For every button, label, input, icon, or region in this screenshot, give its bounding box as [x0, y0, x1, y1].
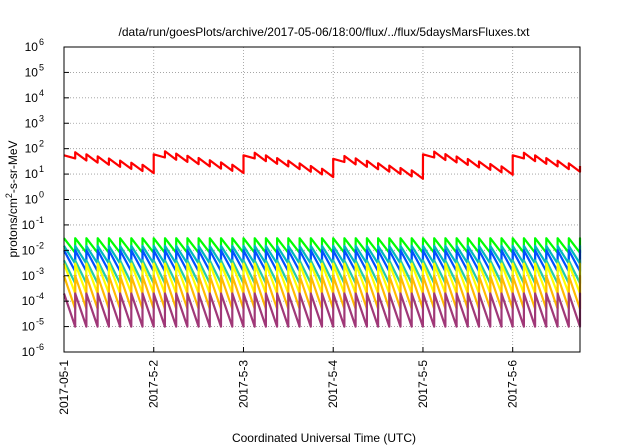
- y-tick-label: 106: [25, 37, 44, 54]
- series-line-1: [63, 150, 582, 180]
- x-tick-label: 2017-5-6: [506, 360, 520, 408]
- y-tick-label: 10-4: [22, 291, 44, 308]
- y-tick-label: 10-2: [22, 240, 44, 257]
- x-tick-label: 2017-5-2: [147, 360, 161, 408]
- y-tick-label: 105: [25, 62, 44, 79]
- y-tick-label: 102: [25, 139, 44, 156]
- x-ticks: 2017-05-1 2017-5-2 2017-5-3 2017-5-4 2017-5-…: [57, 347, 520, 415]
- x-tick-label: 2017-5-5: [416, 360, 430, 408]
- x-tick-label: 2017-5-4: [326, 360, 340, 408]
- y-tick-label: 10-3: [22, 266, 44, 283]
- x-tick-label: 2017-05-1: [57, 360, 71, 415]
- x-axis-label: Coordinated Universal Time (UTC): [232, 431, 416, 445]
- x-tick-label: 2017-5-3: [236, 360, 250, 408]
- y-ticks: 10-6 10-5 10-4 10-3 10-2 10-1 100 101 102 103 104 1…: [22, 37, 69, 359]
- y-tick-label: 10-6: [22, 342, 44, 359]
- y-tick-label: 10-1: [22, 215, 44, 232]
- y-tick-label: 10-5: [22, 317, 44, 334]
- series-line-7: [62, 274, 582, 310]
- y-axis-label: protons/cm2-s-sr-MeV: [4, 140, 20, 257]
- series-group: [62, 150, 582, 328]
- series-line-8: [62, 292, 582, 328]
- y-tick-label: 100: [25, 190, 44, 207]
- y-tick-label: 101: [25, 164, 44, 181]
- y-tick-label: 104: [25, 88, 44, 105]
- y-tick-label: 103: [25, 113, 44, 130]
- chart-title: /data/run/goesPlots/archive/2017-05-06/1…: [119, 25, 531, 39]
